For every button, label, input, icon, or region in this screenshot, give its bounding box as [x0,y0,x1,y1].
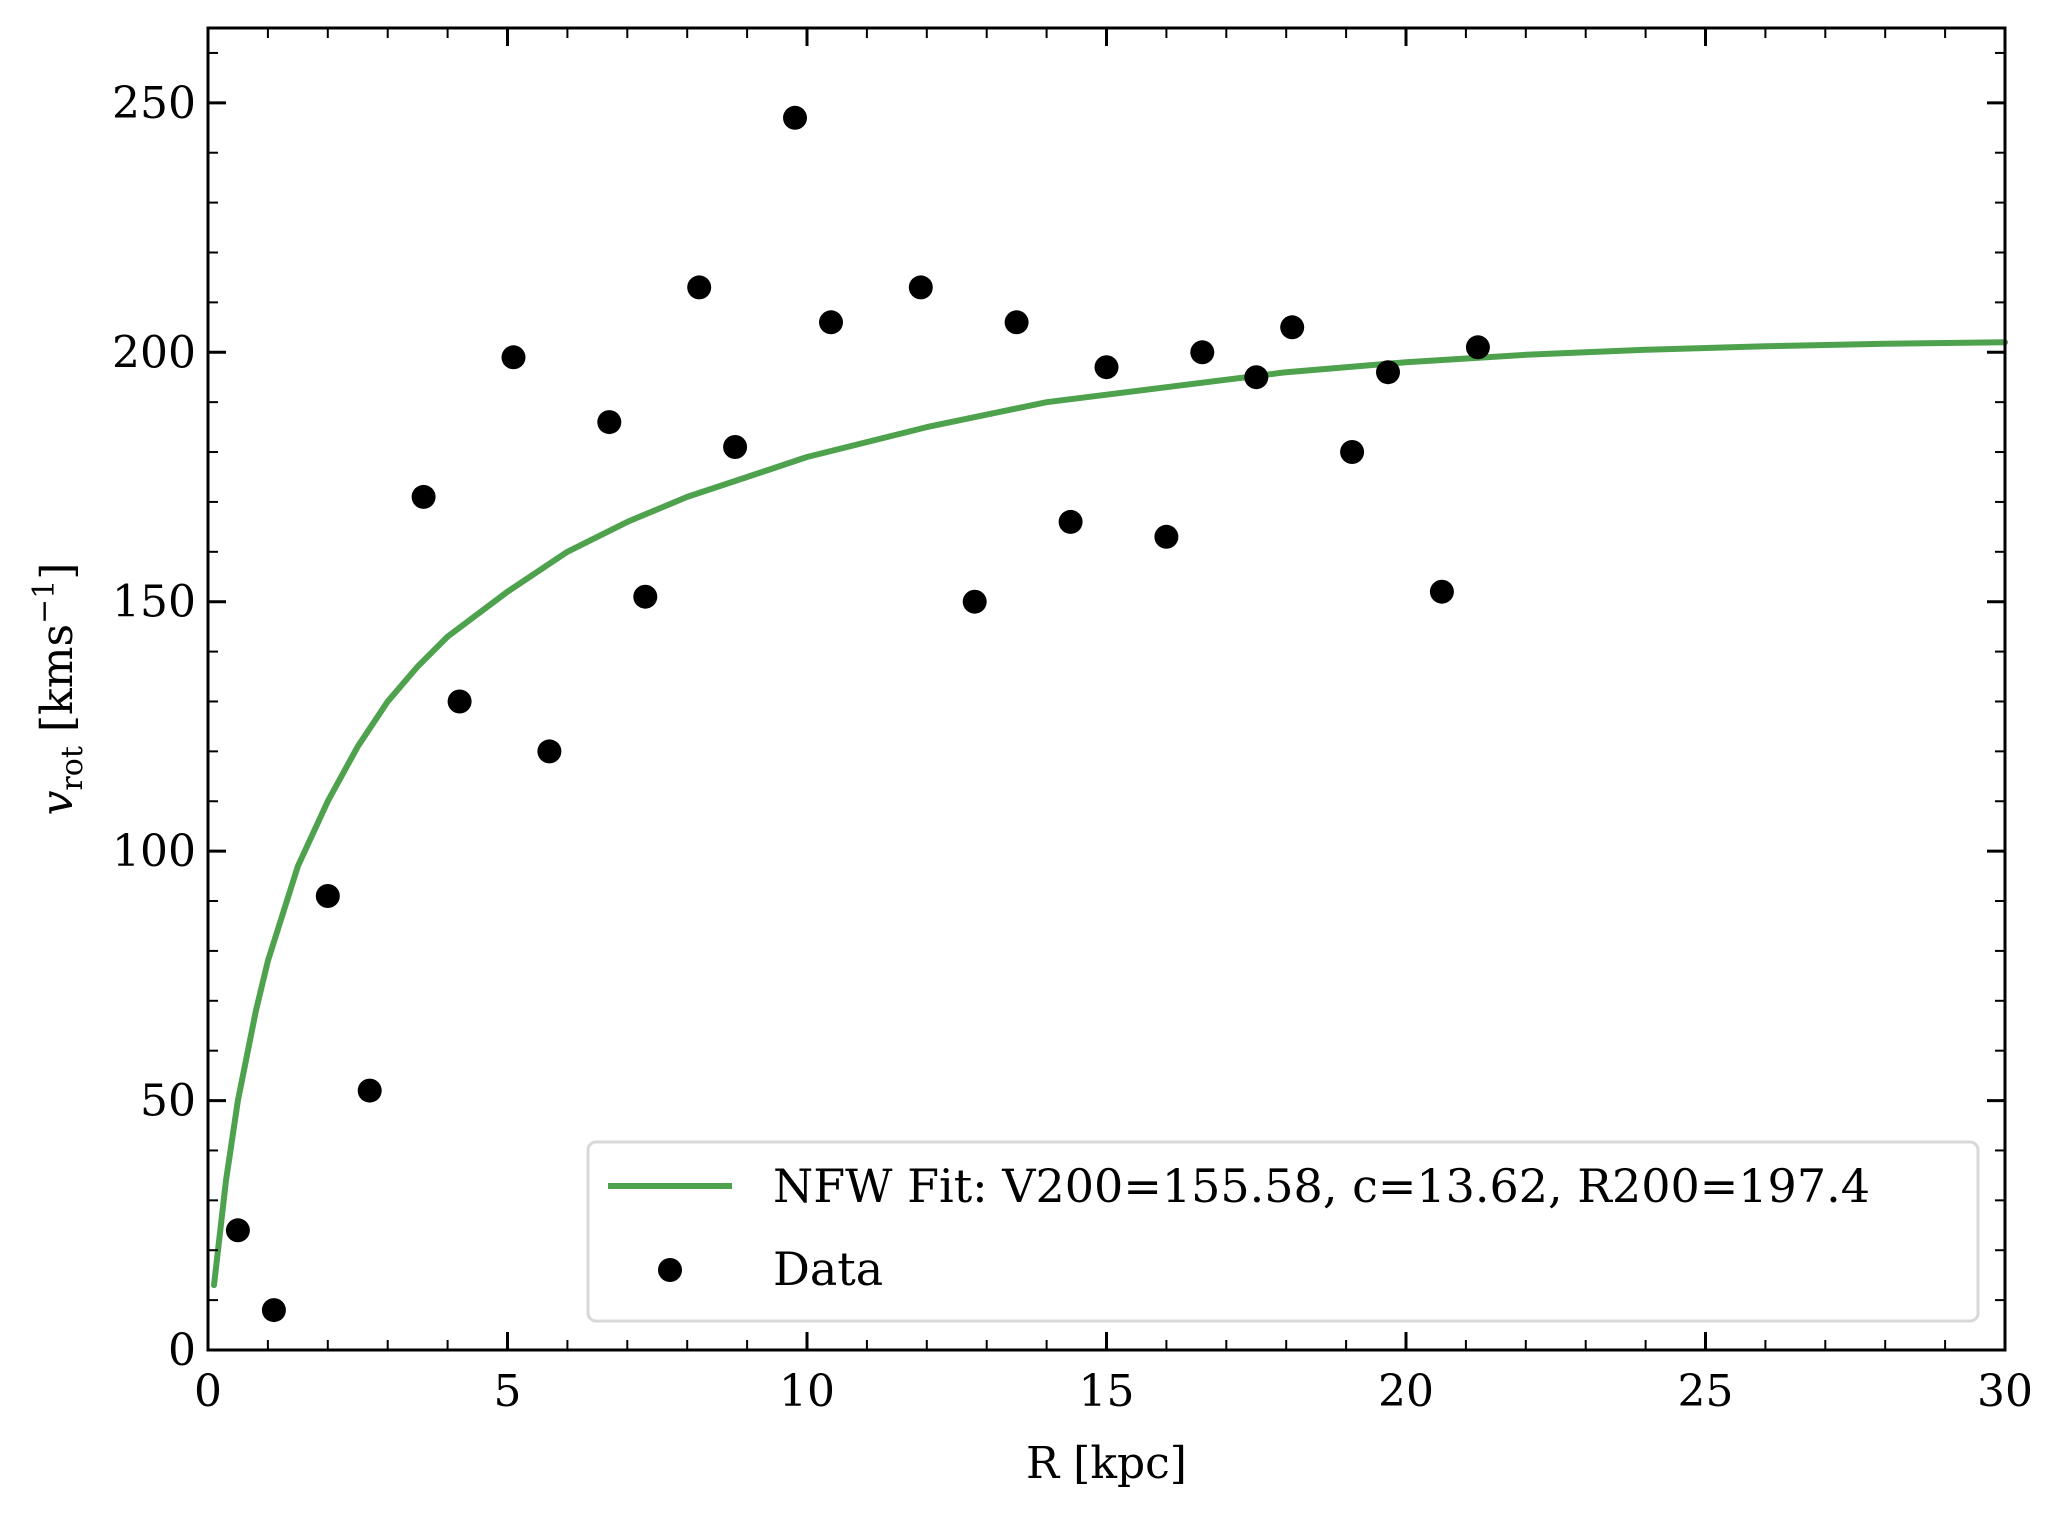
data-point [1429,579,1454,604]
data-point [687,275,712,300]
data-point [1244,365,1269,390]
data-point [501,345,526,370]
axis-ticks [206,28,2007,1352]
x-tick-label: 20 [1378,1366,1434,1417]
data-point [1190,340,1215,365]
data-point [597,410,622,435]
x-tick-label: 25 [1678,1366,1734,1417]
data-point [633,584,658,609]
y-axis-label-unit: [kms [32,624,83,746]
y-axis-label: vrot [kms−1] [27,563,90,816]
x-tick-label: 15 [1079,1366,1135,1417]
y-tick-label: 50 [140,1076,196,1127]
legend: NFW Fit: V200=155.58, c=13.62, R200=197.… [586,1140,1980,1323]
y-axis-label-base: v [32,790,83,815]
x-axis-label: R [kpc] [1026,1438,1187,1489]
x-tick-label: 30 [1977,1366,2033,1417]
data-point [411,484,436,509]
x-tick-label: 10 [779,1366,835,1417]
y-tick-label: 200 [112,327,196,378]
legend-box [586,1140,1980,1323]
data-point [1340,440,1365,464]
data-point [447,689,472,714]
data-point [1058,509,1083,534]
data-point [537,739,562,764]
data-point [1376,360,1400,385]
x-tick-label: 5 [494,1366,522,1417]
y-axis-label-sup: −1 [27,580,62,624]
tick-labels: 0 5 10 15 20 25 30 0 50 100 150 200 250 [112,78,2033,1417]
fit-curve-layer [211,339,2008,1289]
y-tick-label: 150 [112,577,196,628]
y-tick-label: 100 [112,826,196,877]
data-point [723,435,748,459]
data-point [225,1218,250,1243]
data-points-layer [225,105,1490,1323]
data-point [357,1078,382,1103]
data-point [1154,524,1179,549]
y-tick-label: 0 [168,1325,196,1376]
data-point [1280,315,1305,340]
data-point [819,310,843,335]
data-point [1004,310,1029,335]
y-axis-label-close: ] [32,563,83,580]
legend-data-swatch [658,1258,682,1282]
data-point [783,105,807,130]
data-point [962,589,987,614]
data-point [1465,335,1490,360]
y-axis-label-sub: rot [55,746,90,790]
legend-fit-label: NFW Fit: V200=155.58, c=13.62, R200=197.… [773,1159,1870,1213]
x-tick-label: 0 [194,1366,222,1417]
data-point [908,275,933,300]
data-point [315,884,340,908]
data-point [1094,355,1119,380]
nfw-fit-line [211,339,2008,1289]
legend-data-label: Data [773,1242,883,1296]
data-point [261,1298,286,1323]
y-tick-label: 250 [112,78,196,129]
